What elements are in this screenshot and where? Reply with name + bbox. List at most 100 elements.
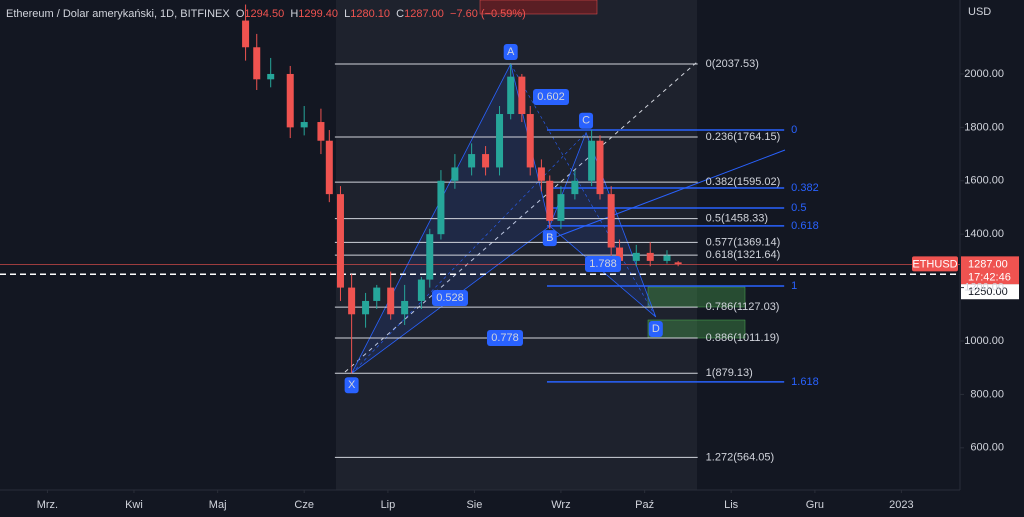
ratio-label: 1.788 [589, 258, 617, 270]
ratio-label: 0.602 [537, 91, 565, 103]
y-tick-label: 1800.00 [964, 121, 1004, 133]
header: Ethereum / Dolar amerykański, 1D, BITFIN… [6, 8, 526, 20]
candle-body [242, 20, 250, 48]
ratio-box [487, 330, 523, 346]
candle-body [571, 180, 579, 195]
candle-body [336, 194, 344, 288]
ohlc-key: H [290, 8, 299, 20]
pattern-label: B [546, 232, 553, 244]
extension-label: 0.5 [791, 202, 806, 214]
x-tick-label: Kwi [125, 499, 143, 511]
x-tick-label: Cze [294, 499, 314, 511]
candle-body [482, 154, 490, 168]
candle-body [507, 76, 515, 115]
symbol: Ethereum / Dolar amerykański, 1D, BITFIN… [6, 8, 230, 20]
fib-label: 1(879.13) [706, 367, 753, 379]
pattern-label: D [652, 323, 660, 335]
candle-body [588, 140, 596, 181]
ratio-box [585, 256, 621, 272]
fib-label: 0.886(1011.19) [706, 332, 780, 344]
candle-body [426, 234, 434, 280]
pattern-point [579, 112, 594, 129]
pattern-diagonal [351, 132, 587, 374]
pattern-point [648, 320, 663, 337]
candle-body [300, 122, 308, 128]
ohlc-value: 1287.00 [404, 8, 444, 20]
candle-body [437, 180, 445, 235]
candle-body [417, 279, 425, 301]
x-tick-label: 2023 [889, 499, 913, 511]
extension-label: 0.382 [791, 182, 819, 194]
candle-body [546, 180, 554, 221]
pattern-point [344, 377, 359, 394]
crosshair-tag-label: 1250.00 [968, 286, 1008, 298]
fib-trend-line [344, 61, 698, 373]
y-tick-label: 600.00 [970, 442, 1004, 454]
ohlc-value: 1280.10 [350, 8, 391, 20]
candle-body [253, 47, 261, 80]
candle-body [616, 247, 624, 261]
candle-body [362, 300, 370, 315]
crosshair-tag [961, 284, 1019, 300]
candle-body [674, 262, 682, 265]
x-tick-label: Mrz. [37, 499, 58, 511]
price-tag [961, 256, 1019, 285]
pattern-label: A [507, 46, 515, 58]
y-tick-label: 1400.00 [964, 228, 1004, 240]
candle-body [286, 73, 294, 128]
x-tick-label: Paź [635, 499, 654, 511]
candle-body [348, 287, 356, 315]
candle-body [401, 300, 409, 315]
x-tick-label: Lip [381, 499, 396, 511]
candle-body [607, 194, 615, 248]
candle-body [632, 252, 640, 261]
pattern-diagonal [510, 63, 657, 318]
price-tag-label: 1287.00 [968, 258, 1008, 270]
y-tick-label: 1000.00 [964, 335, 1004, 347]
change: −7.60 (−0.59%) [450, 8, 526, 20]
ratio-label: 0.778 [491, 332, 519, 344]
x-tick-label: Sie [466, 499, 482, 511]
ohlc-value: 1294.50 [244, 8, 285, 20]
candle-body [496, 114, 504, 168]
x-tick-label: Gru [806, 499, 824, 511]
fib-label: 0.5(1458.33) [706, 213, 768, 225]
header-box [479, 0, 598, 15]
symbol-tag-label: ETHUSD [912, 258, 957, 270]
pattern-label: X [348, 379, 356, 391]
axis-unit: USD [968, 6, 991, 18]
candle-body [373, 287, 381, 301]
y-tick-label: 800.00 [970, 388, 1004, 400]
x-tick-label: Wrz [551, 499, 570, 511]
candle-body [451, 167, 459, 181]
candle-body [663, 255, 671, 261]
candle-body [325, 140, 333, 195]
candle-body [468, 154, 476, 168]
fib-label: 0.382(1595.02) [706, 176, 781, 188]
fib-label: 1.272(564.05) [706, 451, 775, 463]
fib-label: 0.236(1764.15) [706, 131, 781, 143]
ohlc-value: 1299.40 [298, 8, 339, 20]
pattern-point [503, 43, 518, 60]
candle-body [537, 167, 545, 181]
pattern-point [542, 230, 557, 247]
fib-label: 0.786(1127.03) [706, 301, 780, 313]
ohlc-key: O [235, 8, 245, 20]
extension-label: 1.618 [791, 376, 819, 388]
ratio-box [432, 290, 468, 306]
candle-body [518, 76, 526, 115]
ohlc-key: L [344, 8, 351, 20]
ratio-box [533, 89, 569, 105]
symbol-tag [912, 256, 958, 272]
countdown: 17:42:46 [968, 271, 1011, 283]
y-tick-label: 2000.00 [964, 68, 1004, 80]
candle-body [646, 252, 654, 261]
fib-label: 0.577(1369.14) [706, 236, 781, 248]
y-tick-label: 1600.00 [964, 175, 1004, 187]
fib-label: 0.618(1321.64) [706, 249, 781, 261]
ratio-label: 0.528 [436, 292, 464, 304]
ohlc-key: C [396, 8, 405, 20]
fib-label: 0(2037.53) [706, 58, 759, 70]
